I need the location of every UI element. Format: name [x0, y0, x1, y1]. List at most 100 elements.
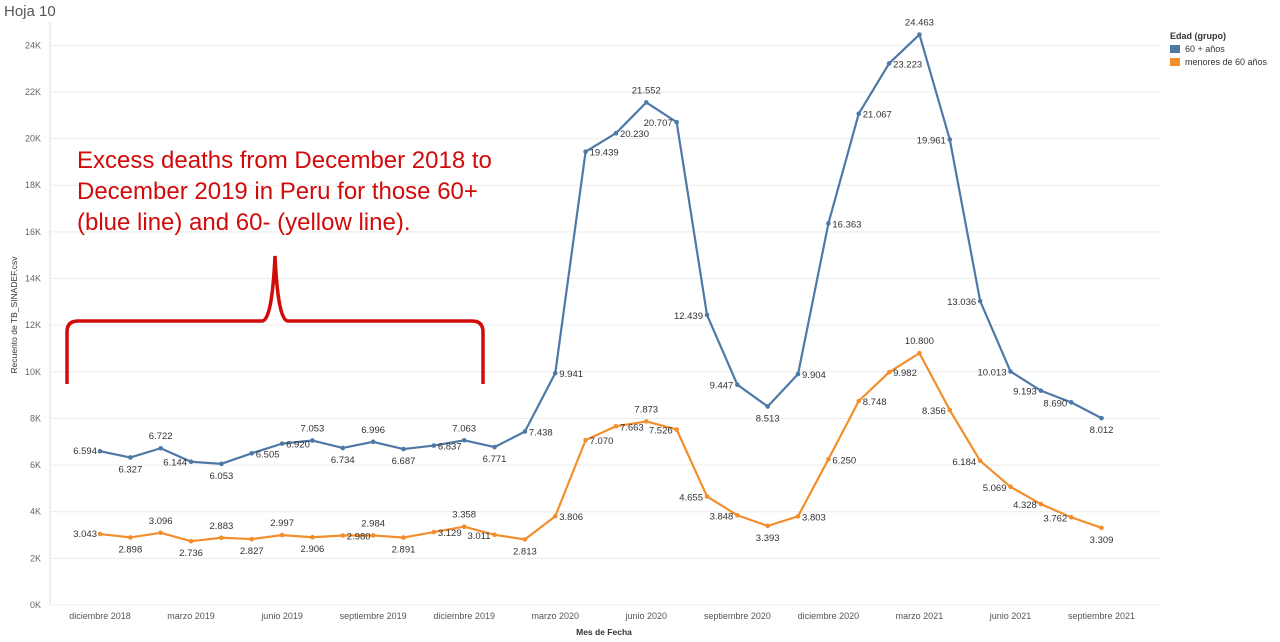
data-point[interactable]	[188, 538, 194, 544]
data-label: 4.655	[679, 492, 703, 503]
data-point[interactable]	[856, 111, 862, 117]
x-axis-title: Mes de Fecha	[576, 627, 632, 637]
data-point[interactable]	[492, 532, 497, 538]
series-line-0[interactable]	[99, 33, 1103, 465]
data-point[interactable]	[158, 530, 163, 536]
data-point[interactable]	[461, 437, 467, 443]
data-point[interactable]	[765, 404, 770, 409]
data-label: 2.997	[270, 518, 294, 529]
legend-title: Edad (grupo)	[1170, 31, 1226, 41]
series-line-1[interactable]	[99, 352, 1102, 543]
data-point[interactable]	[188, 459, 194, 465]
data-point[interactable]	[310, 534, 315, 540]
data-label: 20.707	[644, 118, 673, 129]
data-point[interactable]	[128, 535, 133, 540]
data-point[interactable]	[552, 513, 558, 519]
data-point[interactable]	[340, 533, 346, 538]
data-point[interactable]	[674, 119, 679, 125]
y-axis: 0K 2K 4K 6K 8K 10K 12K 14K 16K 18K 20K 22K 24K	[25, 22, 51, 610]
data-point[interactable]	[735, 382, 740, 387]
data-point[interactable]	[583, 437, 588, 443]
legend-item-60plus[interactable]: 60 + años	[1170, 44, 1267, 54]
data-point[interactable]	[674, 427, 679, 432]
data-point[interactable]	[522, 429, 528, 434]
data-label: 3.393	[756, 533, 780, 544]
data-point[interactable]	[97, 448, 103, 454]
data-point[interactable]	[492, 444, 497, 450]
data-point[interactable]	[917, 350, 922, 356]
data-point[interactable]	[947, 407, 953, 413]
data-point[interactable]	[583, 149, 588, 154]
data-point[interactable]	[97, 531, 103, 537]
data-point[interactable]	[704, 494, 710, 499]
x-tick-label: marzo 2021	[896, 611, 944, 621]
y-tick-label: 24K	[25, 40, 41, 50]
data-point[interactable]	[1099, 415, 1104, 421]
data-point[interactable]	[431, 529, 437, 535]
data-point[interactable]	[1008, 369, 1013, 374]
y-tick-label: 4K	[30, 507, 41, 517]
y-axis-title: Recuento de TB_SINADEF.csv	[9, 256, 19, 374]
data-point[interactable]	[552, 370, 558, 376]
data-label: 2.898	[118, 544, 142, 555]
y-tick-label: 0K	[30, 600, 41, 610]
data-point[interactable]	[977, 458, 983, 464]
data-point[interactable]	[370, 439, 376, 445]
data-point[interactable]	[977, 298, 983, 304]
data-label: 2.906	[301, 544, 325, 555]
data-point[interactable]	[856, 398, 862, 404]
data-point[interactable]	[886, 369, 892, 375]
data-point[interactable]	[431, 443, 437, 448]
data-point[interactable]	[279, 441, 285, 446]
data-point[interactable]	[1099, 525, 1104, 531]
data-point[interactable]	[1008, 484, 1013, 490]
data-point[interactable]	[340, 445, 346, 451]
data-point[interactable]	[917, 32, 922, 37]
data-point[interactable]	[795, 371, 801, 377]
data-label: 8.748	[863, 397, 887, 408]
data-point[interactable]	[644, 419, 649, 424]
legend-item-under60[interactable]: menores de 60 años	[1170, 57, 1267, 67]
data-point[interactable]	[735, 512, 740, 518]
data-label: 3.806	[559, 512, 583, 523]
data-point[interactable]	[1068, 514, 1074, 520]
x-tick-label: junio 2019	[260, 611, 303, 621]
data-point[interactable]	[219, 535, 224, 541]
data-point[interactable]	[826, 221, 831, 226]
data-point[interactable]	[644, 100, 649, 105]
data-point[interactable]	[219, 461, 224, 467]
data-point[interactable]	[128, 455, 133, 460]
data-point[interactable]	[1038, 388, 1044, 393]
sheet-title[interactable]: Hoja 10	[4, 3, 56, 20]
data-label: 7.063	[452, 423, 476, 434]
data-point[interactable]	[886, 61, 892, 66]
x-tick-label: marzo 2020	[531, 611, 579, 621]
data-label: 7.070	[590, 436, 614, 447]
data-label: 3.011	[467, 531, 490, 542]
data-label: 6.837	[438, 442, 462, 453]
x-tick-label: junio 2020	[625, 611, 668, 621]
data-point[interactable]	[522, 537, 528, 542]
data-point[interactable]	[947, 137, 953, 142]
data-point[interactable]	[279, 532, 285, 538]
data-point[interactable]	[765, 523, 770, 529]
data-point[interactable]	[158, 445, 163, 451]
data-point[interactable]	[1038, 501, 1044, 507]
data-point[interactable]	[249, 536, 255, 542]
data-point[interactable]	[370, 533, 376, 538]
data-point[interactable]	[310, 438, 315, 443]
data-point[interactable]	[613, 423, 619, 429]
data-label: 6.771	[483, 454, 507, 465]
data-label: 6.687	[392, 456, 416, 467]
data-point[interactable]	[401, 446, 406, 452]
data-point[interactable]	[704, 312, 710, 318]
data-label: 21.552	[632, 85, 661, 96]
data-point[interactable]	[461, 524, 467, 529]
data-point[interactable]	[795, 514, 801, 519]
data-point[interactable]	[249, 451, 255, 456]
data-point[interactable]	[613, 130, 619, 136]
data-label: 9.193	[1013, 387, 1037, 398]
data-point[interactable]	[401, 535, 406, 540]
data-point[interactable]	[1068, 400, 1074, 405]
data-point[interactable]	[826, 456, 831, 462]
